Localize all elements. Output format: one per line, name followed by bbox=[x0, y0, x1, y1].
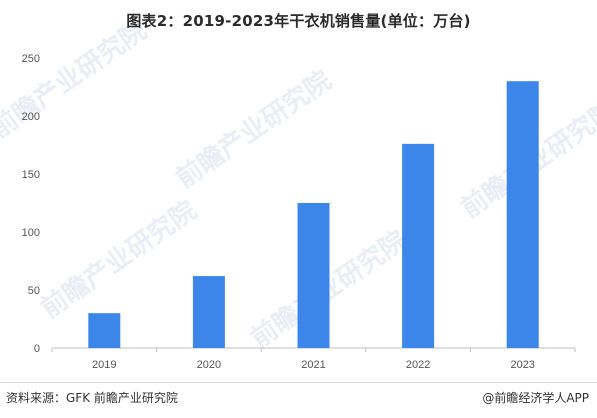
bar-2021 bbox=[297, 203, 330, 348]
y-tick-label: 150 bbox=[22, 169, 40, 181]
bar-series bbox=[88, 81, 539, 348]
y-tick-label: 200 bbox=[22, 111, 40, 123]
y-tick-label: 250 bbox=[22, 53, 40, 65]
x-tick-label: 2019 bbox=[92, 359, 116, 371]
x-tick-label: 2023 bbox=[510, 359, 534, 371]
bar-2022 bbox=[402, 143, 435, 348]
bar-2020 bbox=[192, 276, 225, 348]
bar-2023 bbox=[506, 81, 539, 348]
source-note: 资料来源：GFK 前瞻产业研究院 bbox=[6, 391, 178, 405]
x-tick-label: 2021 bbox=[301, 359, 325, 371]
x-tick-label: 2022 bbox=[406, 359, 430, 371]
y-tick-label: 0 bbox=[34, 343, 40, 355]
y-tick-label: 100 bbox=[22, 227, 40, 239]
x-tick-label: 2020 bbox=[197, 359, 221, 371]
chart-title: 图表2：2019-2023年干衣机销售量(单位：万台) bbox=[126, 12, 471, 30]
bar-chart: 0 50 100 150 200 250 2019 2020 2021 2022 2023 bbox=[22, 53, 576, 371]
bar-2019 bbox=[88, 313, 121, 348]
footer: 资料来源：GFK 前瞻产业研究院 @前瞻经济学人APP bbox=[0, 382, 597, 418]
x-axis: 2019 2020 2021 2022 2023 bbox=[51, 348, 576, 371]
y-tick-label: 50 bbox=[28, 285, 40, 297]
y-axis: 0 50 100 150 200 250 bbox=[22, 53, 40, 355]
credit-note: @前瞻经济学人APP bbox=[482, 391, 589, 405]
